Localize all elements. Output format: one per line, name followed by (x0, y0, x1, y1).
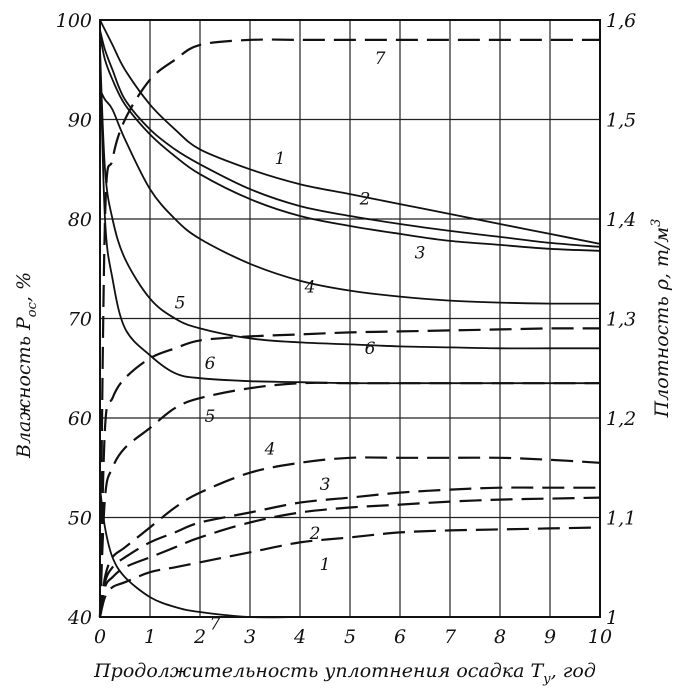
x-tick-label: 2 (193, 626, 206, 648)
x-tick-label: 6 (394, 626, 406, 648)
x-tick-label: 3 (244, 626, 256, 648)
y-left-tick-label: 100 (56, 10, 92, 32)
x-tick-label: 7 (444, 626, 457, 648)
moisture-curve-4 (99, 89, 601, 305)
density-curve-5 (98, 381, 600, 618)
moisture-curve-5 (99, 49, 600, 350)
y-axis-left-label: Влажность Pос, % (13, 272, 40, 459)
y-left-tick-label: 80 (68, 209, 92, 231)
moisture-curve-label: 1 (275, 149, 286, 169)
y-right-tick-label: 1,1 (606, 508, 636, 530)
density-curve-2 (98, 496, 601, 618)
moisture-curve-1 (99, 19, 601, 245)
density-curve-label: 1 (320, 555, 331, 575)
x-axis-label: Продолжительность уплотнения осадка Tу, … (93, 660, 596, 687)
x-tick-label: 0 (94, 626, 106, 648)
moisture-curve-label: 5 (175, 293, 186, 313)
moisture-curve-2 (99, 29, 601, 248)
moisture-curve-label: 3 (415, 244, 426, 264)
y-axis-right-label: Плотность ρ, т/м3 (649, 219, 673, 419)
moisture-curve-label: 4 (304, 278, 316, 298)
moisture-curve-label: 6 (205, 354, 216, 374)
density-curve-3 (98, 486, 600, 618)
x-tick-label: 9 (544, 626, 556, 648)
y-right-tick-label: 1,2 (606, 408, 636, 430)
moisture-curve-3 (99, 34, 601, 252)
y-left-tick-label: 90 (68, 110, 92, 132)
density-curve-7 (98, 38, 600, 618)
y-right-tick-label: 1 (606, 607, 618, 629)
y-left-tick-label: 50 (68, 508, 92, 530)
tick-labels: 0 1 2 3 4 5 6 7 8 9 10 40 50 60 70 80 90 100 1 1,1 1,2 1,3 1,4… (56, 10, 636, 648)
density-curve-4 (98, 456, 601, 618)
density-curve-label: 2 (309, 524, 321, 544)
density-curve-label: 5 (205, 407, 216, 427)
y-right-tick-label: 1,5 (606, 110, 636, 132)
density-curve-label: 4 (264, 440, 276, 460)
y-left-tick-label: 40 (67, 607, 92, 629)
curve-labels: 1 2 3 4 5 6 7 1 2 3 4 5 6 7 (175, 49, 426, 635)
series-layer (98, 19, 601, 619)
x-tick-label: 4 (293, 626, 306, 648)
x-tick-label: 5 (344, 626, 356, 648)
moisture-curve-label: 7 (210, 615, 221, 635)
y-left-tick-label: 60 (68, 408, 92, 430)
y-right-tick-label: 1,4 (606, 209, 636, 231)
density-curve-label: 6 (365, 339, 376, 359)
density-curve-1 (98, 526, 601, 618)
density-curve-label: 3 (320, 475, 331, 495)
y-right-tick-label: 1,6 (606, 10, 636, 32)
y-left-tick-label: 70 (68, 309, 92, 331)
moisture-curve-7 (99, 487, 600, 619)
x-tick-label: 8 (494, 626, 506, 648)
density-curve-6 (98, 327, 601, 618)
x-tick-label: 1 (144, 626, 156, 648)
moisture-curve-label: 2 (359, 189, 371, 209)
density-curve-label: 7 (375, 49, 386, 69)
y-right-tick-label: 1,3 (606, 309, 636, 331)
x-tick-label: 10 (588, 626, 612, 648)
grid (100, 20, 600, 617)
